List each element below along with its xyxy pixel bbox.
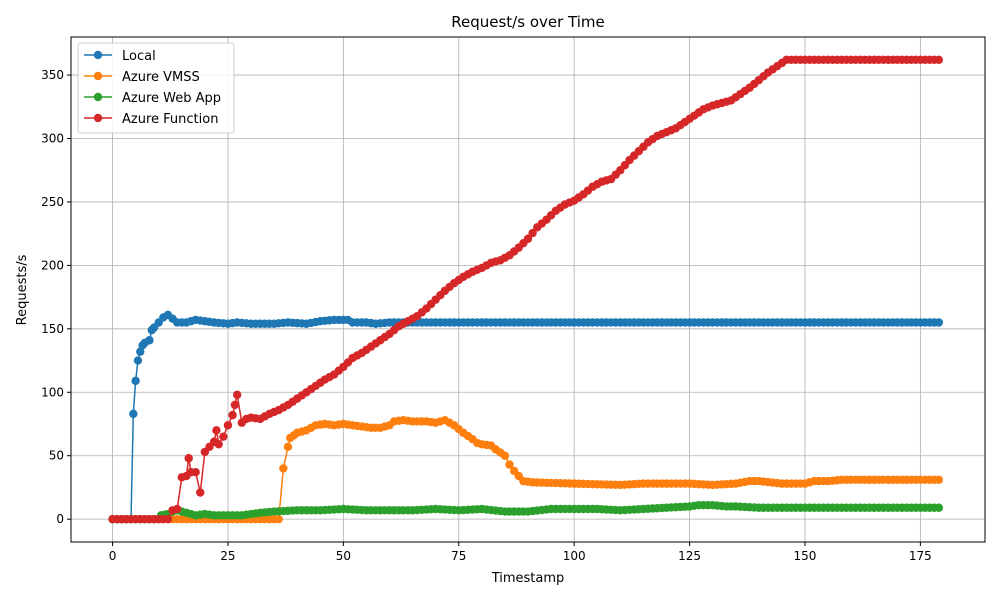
y-tick-label: 250: [41, 195, 64, 209]
data-point: [184, 454, 193, 463]
y-tick-label: 0: [56, 512, 64, 526]
legend-label: Azure VMSS: [122, 70, 200, 85]
data-point: [279, 464, 288, 473]
y-tick-label: 200: [41, 258, 64, 272]
data-point: [136, 347, 145, 356]
y-axis-label: Requests/s: [15, 254, 30, 325]
series-azure-function: [108, 55, 944, 524]
data-point: [528, 228, 537, 238]
y-tick-label: 350: [41, 68, 64, 82]
legend-item: Azure Function: [84, 112, 218, 127]
legend-label: Azure Web App: [122, 91, 221, 106]
data-point: [145, 336, 154, 345]
data-point: [232, 390, 242, 400]
data-point: [131, 376, 140, 386]
data-point: [223, 421, 233, 430]
data-point: [230, 400, 240, 410]
y-tick-label: 150: [41, 322, 64, 336]
plot-frame: [70, 36, 986, 543]
series-azure-vmss: [108, 415, 944, 524]
legend-marker: [93, 71, 103, 81]
legend-item: Azure Web App: [84, 91, 221, 106]
data-point: [129, 409, 138, 419]
x-tick-label: 125: [678, 549, 701, 563]
x-tick-label: 25: [220, 549, 235, 563]
legend-label: Local: [122, 49, 156, 64]
data-point: [219, 432, 228, 441]
data-point: [214, 440, 223, 449]
series-azure-web-app: [108, 501, 944, 524]
legend-box: [77, 42, 235, 134]
data-point: [500, 451, 510, 460]
data-point: [191, 468, 200, 477]
x-tick-label: 175: [909, 549, 932, 563]
data-point: [172, 504, 182, 514]
legend-marker: [93, 113, 103, 123]
y-tick-label: 300: [41, 132, 64, 146]
data-point: [196, 488, 205, 497]
x-axis-label: Timestamp: [491, 571, 565, 586]
legend-label: Azure Function: [122, 112, 218, 127]
legend-marker: [93, 92, 103, 102]
x-tick-label: 150: [794, 549, 817, 563]
x-tick-label: 75: [451, 549, 466, 563]
series-layer: [108, 55, 944, 524]
x-tick-label: 100: [563, 549, 586, 563]
legend-item: Azure VMSS: [84, 70, 200, 85]
data-point: [934, 475, 944, 485]
x-tick-label: 0: [109, 549, 117, 563]
data-point: [934, 318, 944, 327]
data-point: [163, 514, 173, 524]
data-point: [934, 503, 944, 512]
x-tick-label: 50: [336, 549, 351, 563]
data-point: [523, 234, 533, 243]
data-point: [228, 410, 237, 420]
chart-title: Request/s over Time: [451, 13, 605, 31]
legend: Local Azure VMSS Azure Web App Azure Functi…: [77, 42, 235, 134]
data-point: [133, 356, 143, 365]
ticks: 0 25 50 75 100 125 150 175 0 50 100 150 200 250 300 350: [41, 68, 932, 563]
data-point: [212, 426, 221, 435]
legend-item: Local: [84, 49, 156, 64]
data-point: [274, 514, 283, 524]
data-point: [283, 442, 293, 452]
legend-marker: [93, 50, 103, 60]
y-tick-label: 50: [49, 449, 64, 463]
y-tick-label: 100: [41, 385, 64, 399]
data-point: [934, 55, 944, 65]
data-point: [505, 460, 514, 469]
